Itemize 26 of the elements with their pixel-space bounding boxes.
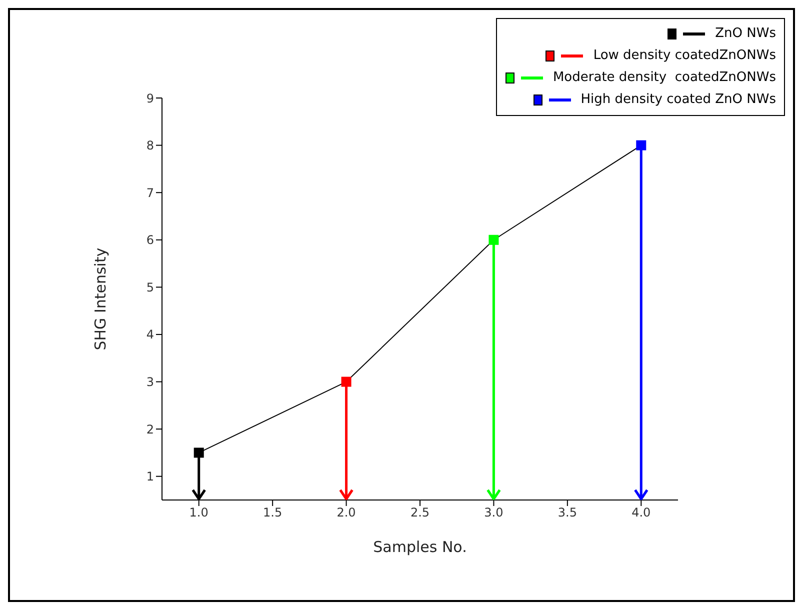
x-tick-label: 1.5: [263, 506, 282, 520]
x-axis-title: Samples No.: [373, 538, 467, 556]
y-tick-label: 4: [146, 328, 154, 342]
x-tick-label: 1.0: [189, 506, 208, 520]
y-tick-label: 7: [146, 186, 154, 200]
y-tick-label: 8: [146, 138, 154, 153]
legend-label: Moderate density coatedZnONWs: [552, 69, 776, 87]
y-tick-label: 6: [146, 233, 154, 248]
x-tick-label: 4.0: [632, 506, 651, 520]
y-tick-label: 1: [146, 470, 154, 484]
point: [636, 140, 646, 150]
y-tick-label: 5: [146, 280, 154, 294]
y-tick-label: 2: [146, 422, 154, 436]
point: [488, 234, 499, 245]
x-tick-label: 3.5: [558, 506, 577, 520]
legend-label: ZnO NWs: [715, 25, 776, 43]
x-tick-label: 2.5: [410, 506, 430, 520]
legend-label: Low density coatedZnONWs: [593, 47, 776, 65]
y-axis-title: SHG Intensity: [91, 248, 110, 350]
point: [341, 376, 352, 387]
x-tick-label: 2.0: [336, 506, 356, 520]
y-tick-label: 9: [146, 91, 154, 106]
point: [194, 448, 204, 458]
legend-label: High density coated ZnO NWs: [580, 91, 776, 109]
x-tick-label: 3.0: [484, 506, 504, 520]
y-tick-label: 3: [146, 375, 154, 390]
